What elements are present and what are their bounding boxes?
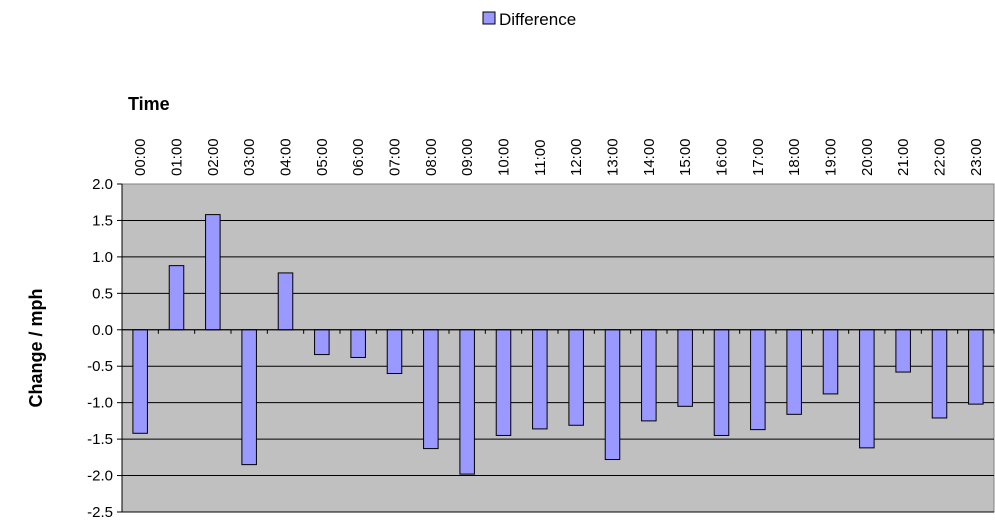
bar xyxy=(968,329,984,405)
bar xyxy=(241,329,257,466)
x-tick-label: 05:00 xyxy=(314,138,331,176)
x-tick-label: 10:00 xyxy=(496,138,513,176)
bar xyxy=(132,329,148,434)
bar xyxy=(786,329,802,415)
y-axis-title: Change / mph xyxy=(26,288,46,407)
x-tick-label: 00:00 xyxy=(132,138,149,176)
bar xyxy=(532,329,548,430)
y-tick-label: -0.5 xyxy=(87,358,113,375)
x-tick-label: 01:00 xyxy=(169,138,186,176)
y-tick-label: -1.5 xyxy=(87,431,113,448)
x-tick-label: 03:00 xyxy=(241,138,258,176)
y-tick-label: 2.0 xyxy=(92,176,113,193)
bar xyxy=(495,329,512,436)
y-tick-label: -2.5 xyxy=(87,504,113,521)
y-tick-label: 0.0 xyxy=(92,322,113,339)
bar xyxy=(314,329,330,356)
bar xyxy=(641,329,657,422)
bar xyxy=(822,329,839,395)
plot-area xyxy=(121,183,995,513)
x-tick-label: 07:00 xyxy=(387,138,404,176)
legend-label: Difference xyxy=(499,10,576,29)
x-tick-label: 19:00 xyxy=(823,138,840,176)
x-tick-label: 21:00 xyxy=(895,138,912,176)
x-axis-title: Time xyxy=(128,94,170,114)
bar xyxy=(168,265,185,331)
x-tick-label: 06:00 xyxy=(350,138,367,176)
x-tick-label: 04:00 xyxy=(278,138,295,176)
y-tick-label: 1.5 xyxy=(92,212,113,229)
bar xyxy=(677,329,693,407)
bar xyxy=(386,329,403,375)
bar xyxy=(205,214,221,331)
y-axis: 2.0 1.5 1.0 0.5 0.0 -0.5 -1.0 -1.5 -2.0 -2.5 xyxy=(87,176,123,521)
legend-swatch xyxy=(482,11,496,25)
x-tick-label: 13:00 xyxy=(605,138,622,176)
x-tick-label: 02:00 xyxy=(205,138,222,176)
legend: Difference xyxy=(482,10,576,29)
bar xyxy=(931,329,948,419)
y-tick-label: 1.0 xyxy=(92,249,113,266)
x-tick-label: 08:00 xyxy=(423,138,440,176)
x-tick-label: 18:00 xyxy=(786,138,803,176)
bar xyxy=(350,329,366,358)
bar xyxy=(859,329,875,449)
x-tick-label: 11:00 xyxy=(532,140,549,176)
bar xyxy=(459,329,475,475)
x-tick-label: 22:00 xyxy=(932,138,949,176)
y-tick-label: -1.0 xyxy=(87,395,113,412)
x-tick-label: 16:00 xyxy=(714,138,731,176)
bar xyxy=(423,329,439,450)
bars xyxy=(132,214,984,475)
bar xyxy=(713,329,730,436)
x-axis: 00:00 01:00 02:00 03:00 04:00 05:00 06:00 07:00… xyxy=(121,138,995,334)
bar xyxy=(750,329,766,431)
x-tick-label: 23:00 xyxy=(968,138,985,176)
x-tick-label: 09:00 xyxy=(459,138,476,176)
x-tick-label: 14:00 xyxy=(641,138,658,176)
bar xyxy=(895,329,911,373)
gridlines xyxy=(122,219,994,513)
bar xyxy=(568,329,584,426)
x-tick-label: 15:00 xyxy=(677,138,694,176)
bar xyxy=(604,329,621,461)
y-tick-label: 0.5 xyxy=(92,285,113,302)
bar xyxy=(277,272,294,331)
x-tick-label: 17:00 xyxy=(750,138,767,176)
y-tick-label: -2.0 xyxy=(87,468,113,485)
x-tick-label: 12:00 xyxy=(568,138,585,176)
x-tick-label: 20:00 xyxy=(859,138,876,176)
